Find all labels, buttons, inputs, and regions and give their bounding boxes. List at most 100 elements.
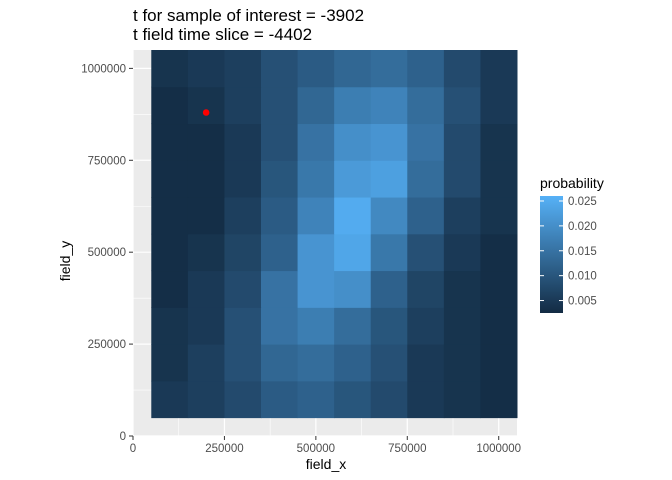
x-tick-label: 1000000 xyxy=(476,443,521,455)
heatmap-cell xyxy=(187,160,225,198)
heatmap-cell xyxy=(224,344,262,382)
heatmap-cell xyxy=(187,233,225,272)
heatmap-cell xyxy=(370,50,408,88)
heatmap-cell xyxy=(443,307,481,345)
heatmap-cell xyxy=(261,197,299,235)
heatmap-cell xyxy=(334,270,372,308)
heatmap-cell xyxy=(187,123,225,161)
heatmap-cell xyxy=(187,270,225,308)
heatmap-cell xyxy=(261,160,299,198)
legend-tick-label: 0.025 xyxy=(568,196,597,208)
heatmap-cell xyxy=(480,380,518,419)
heatmap-cell xyxy=(224,380,262,419)
heatmap-cell xyxy=(407,86,445,125)
heatmap-cell xyxy=(443,233,481,272)
heatmap-cell xyxy=(334,307,372,345)
chart-title: t for sample of interest = -3902 xyxy=(133,6,365,25)
heatmap-cell xyxy=(151,270,189,308)
heatmap-cell xyxy=(370,197,408,235)
legend-tick-label: 0.010 xyxy=(568,271,597,283)
heatmap-cell xyxy=(151,233,189,272)
heatmap-cell xyxy=(187,86,225,125)
heatmap-cell xyxy=(407,50,445,88)
heatmap-cell xyxy=(370,160,408,198)
heatmap-cell xyxy=(480,344,518,382)
heatmap-cell xyxy=(334,233,372,272)
heatmap-cell xyxy=(151,160,189,198)
y-tick-label: 1000000 xyxy=(81,63,126,75)
legend-tick-label: 0.005 xyxy=(568,296,597,308)
heatmap-cell xyxy=(407,344,445,382)
heatmap-cell xyxy=(480,86,518,125)
heatmap-cell xyxy=(407,160,445,198)
x-axis-label: field_x xyxy=(306,456,346,472)
legend-colorbar xyxy=(540,196,563,313)
heatmap-cell xyxy=(224,307,262,345)
heatmap-cell xyxy=(370,270,408,308)
y-axis-label: field_y xyxy=(57,241,73,281)
heatmap-cell xyxy=(407,307,445,345)
heatmap-cell xyxy=(370,380,408,419)
x-tick-label: 750000 xyxy=(388,443,426,455)
heatmap-cell xyxy=(187,344,225,382)
heatmap-cell xyxy=(224,123,262,161)
heatmap-cell xyxy=(297,344,335,382)
heatmap-cell xyxy=(370,344,408,382)
heatmap-cell xyxy=(370,123,408,161)
heatmap-cell xyxy=(334,160,372,198)
heatmap-cell xyxy=(297,307,335,345)
heatmap-cell xyxy=(334,123,372,161)
heatmap-cell xyxy=(297,50,335,88)
heatmap-cell xyxy=(261,123,299,161)
heatmap-cell xyxy=(334,50,372,88)
heatmap-cells xyxy=(151,50,518,419)
heatmap-cell xyxy=(443,86,481,125)
heatmap-cell xyxy=(407,380,445,419)
heatmap-cell xyxy=(261,344,299,382)
heatmap-cell xyxy=(261,50,299,88)
x-tick-label: 0 xyxy=(130,443,136,455)
heatmap-cell xyxy=(443,344,481,382)
heatmap-cell xyxy=(224,160,262,198)
heatmap-cell xyxy=(370,86,408,125)
heatmap-cell xyxy=(151,380,189,419)
heatmap-cell xyxy=(443,380,481,419)
heatmap-cell xyxy=(224,86,262,125)
heatmap-cell xyxy=(224,233,262,272)
axes: 0 250000 500000 750000 1000000 0 250000 500000 7… xyxy=(81,63,521,455)
legend-tick-label: 0.015 xyxy=(568,246,597,258)
y-tick-label: 500000 xyxy=(88,247,126,259)
heatmap-cell xyxy=(261,380,299,419)
heatmap-cell xyxy=(187,380,225,419)
heatmap-cell xyxy=(297,86,335,125)
heatmap-cell xyxy=(370,233,408,272)
heatmap-cell xyxy=(187,50,225,88)
heatmap-cell xyxy=(443,123,481,161)
y-tick-label: 750000 xyxy=(88,155,126,167)
heatmap-cell xyxy=(480,233,518,272)
heatmap-cell xyxy=(443,270,481,308)
heatmap-cell xyxy=(151,197,189,235)
legend: probability 0.005 0.010 0.015 0.020 0.025 xyxy=(540,175,604,313)
heatmap-cell xyxy=(407,233,445,272)
sample-point xyxy=(202,109,210,116)
heatmap-cell xyxy=(151,307,189,345)
heatmap-cell xyxy=(261,270,299,308)
heatmap-cell xyxy=(480,307,518,345)
heatmap-cell xyxy=(224,197,262,235)
heatmap-cell xyxy=(297,270,335,308)
heatmap-cell xyxy=(407,270,445,308)
heatmap-cell xyxy=(224,270,262,308)
heatmap-cell xyxy=(480,50,518,88)
heatmap-cell xyxy=(480,160,518,198)
heatmap-cell xyxy=(224,50,262,88)
heatmap-cell xyxy=(297,233,335,272)
heatmap-cell xyxy=(370,307,408,345)
heatmap-cell xyxy=(187,307,225,345)
heatmap-cell xyxy=(297,160,335,198)
legend-title: probability xyxy=(540,175,604,191)
y-tick-label: 250000 xyxy=(88,339,126,351)
heatmap-cell xyxy=(480,123,518,161)
heatmap-cell xyxy=(334,197,372,235)
